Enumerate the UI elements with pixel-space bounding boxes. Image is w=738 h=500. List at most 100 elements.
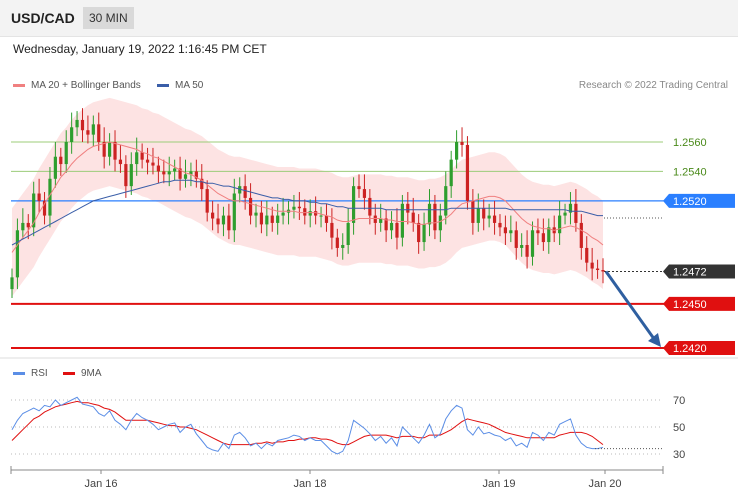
candle-body	[248, 197, 253, 216]
candle-body	[308, 211, 312, 216]
candle-body	[433, 203, 437, 231]
ma20-line	[11, 141, 604, 253]
candle-body	[536, 230, 540, 234]
x-tick-Jan-16: Jan 16	[84, 478, 117, 490]
projection-arrow-head	[648, 333, 661, 347]
candle-body	[10, 277, 14, 290]
timestamp: Wednesday, January 19, 2022 1:16:45 PM C…	[13, 42, 267, 56]
candle-body	[276, 215, 280, 223]
candle-body	[422, 224, 426, 243]
candle-body	[498, 222, 502, 228]
candle-body	[200, 178, 204, 190]
candle-body	[547, 227, 551, 243]
candle-body	[15, 230, 20, 278]
rsi-tick-50: 50	[673, 422, 685, 434]
candle-body	[476, 208, 480, 223]
ma50-swatch	[157, 83, 169, 87]
candle-body	[97, 124, 101, 142]
candle-body	[482, 208, 486, 219]
candle-body	[265, 215, 269, 225]
candle-body	[118, 159, 123, 165]
candle-body	[460, 142, 464, 145]
candle-body	[341, 245, 345, 248]
candle-body	[379, 218, 383, 223]
candle-body	[444, 186, 448, 216]
timeframe-button[interactable]: 30 MIN	[83, 7, 134, 29]
level-label-1.2560: 1.2560	[673, 137, 707, 149]
candle-body	[113, 142, 117, 160]
candle-body	[449, 159, 453, 187]
x-tick-Jan-18: Jan 18	[293, 478, 326, 490]
candle-body	[319, 215, 323, 217]
candle-body	[530, 230, 535, 257]
level-label-1.2540: 1.2540	[673, 166, 707, 178]
candle-body	[427, 203, 432, 225]
candle-body	[216, 218, 220, 225]
candle-body	[384, 218, 388, 231]
candle-body	[509, 230, 513, 234]
ma50-line	[11, 179, 603, 246]
candle-body	[487, 215, 491, 219]
legend-rsi-label: RSI	[31, 368, 48, 379]
candle-body	[80, 119, 85, 131]
candle-body	[314, 211, 318, 216]
candle-body	[292, 206, 296, 210]
legend-ma9-label: 9MA	[81, 368, 102, 379]
candle-body	[259, 212, 264, 225]
candle-body	[205, 189, 209, 213]
ma9-swatch	[63, 371, 75, 375]
candle-body	[574, 203, 578, 223]
level-tag-1.2520	[663, 193, 735, 208]
legend-ma50-label: MA 50	[175, 80, 204, 91]
level-label-1.2420: 1.2420	[673, 343, 707, 355]
candle-body	[281, 212, 285, 216]
ma20-swatch	[13, 83, 25, 87]
candle-body	[135, 152, 139, 165]
legend-ma20-label: MA 20 + Bollinger Bands	[31, 80, 141, 91]
candle-body	[465, 144, 470, 201]
candle-body	[227, 215, 231, 231]
candle-body	[151, 162, 155, 166]
candle-body	[471, 200, 475, 223]
level-tag-1.2450	[663, 296, 735, 311]
legend-ma20: MA 20 + Bollinger Bands	[13, 80, 141, 91]
candle-body	[129, 164, 133, 187]
candle-body	[124, 164, 128, 187]
candle-body	[70, 127, 74, 142]
candle-body	[520, 245, 524, 248]
candle-body	[189, 171, 193, 175]
candle-body	[86, 130, 90, 135]
level-label-1.2520: 1.2520	[673, 196, 707, 208]
rsi-ma9-line	[11, 400, 604, 446]
candle-body	[21, 222, 25, 231]
projection-arrow	[604, 270, 659, 344]
candle-body	[590, 262, 594, 269]
rsi-tick-70: 70	[673, 395, 685, 407]
candle-body	[400, 203, 404, 238]
candle-body	[595, 268, 600, 271]
candle-body	[585, 247, 589, 263]
candle-body	[270, 215, 274, 223]
candle-body	[455, 142, 459, 160]
candle-body	[297, 206, 301, 209]
candle-body	[303, 208, 307, 216]
candle-body	[194, 171, 198, 179]
x-tick-Jan-19: Jan 19	[482, 478, 515, 490]
candle-body	[417, 222, 421, 243]
candle-body	[183, 174, 188, 179]
candle-body	[102, 142, 106, 157]
candle-body	[59, 156, 63, 165]
candle-body	[568, 203, 573, 213]
candle-body	[32, 193, 36, 228]
candle-body	[373, 215, 377, 223]
legend-ma50: MA 50	[157, 80, 203, 91]
candle-body	[514, 230, 518, 248]
candle-body	[389, 222, 394, 231]
candle-body	[91, 124, 95, 135]
candle-body	[211, 212, 215, 219]
candle-body	[232, 193, 236, 231]
legend-ma9: 9MA	[63, 368, 102, 379]
candle-body	[221, 215, 226, 225]
candle-body	[48, 178, 52, 216]
